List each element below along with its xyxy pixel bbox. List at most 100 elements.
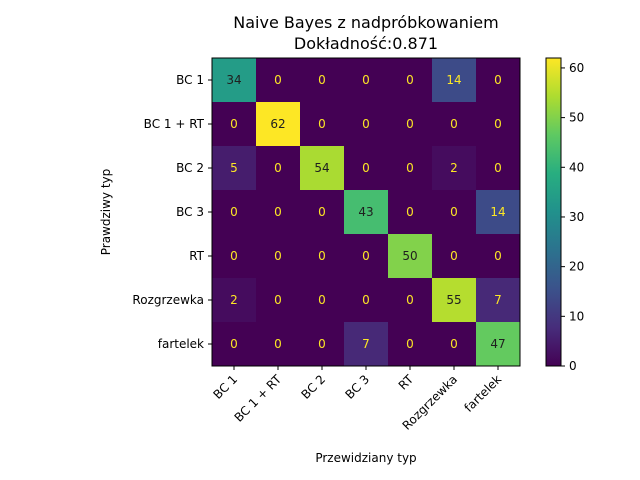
cell-value: 0 bbox=[406, 161, 414, 175]
cell-value: 0 bbox=[230, 249, 238, 263]
cell-value: 0 bbox=[406, 117, 414, 131]
heatmap-cell bbox=[388, 102, 433, 147]
heatmap-cell bbox=[476, 146, 521, 191]
cell-value: 54 bbox=[314, 161, 329, 175]
cell-value: 0 bbox=[318, 117, 326, 131]
cell-value: 14 bbox=[490, 205, 505, 219]
colorbar-tick-label: 10 bbox=[569, 309, 584, 323]
cell-value: 0 bbox=[230, 337, 238, 351]
colorbar-ticks: 0 10 20 30 40 50 60 bbox=[561, 61, 584, 373]
cell-value: 50 bbox=[402, 249, 417, 263]
cell-value: 0 bbox=[362, 293, 370, 307]
cell-value: 34 bbox=[226, 73, 241, 87]
heatmap-cell bbox=[432, 58, 477, 103]
cell-value: 0 bbox=[230, 117, 238, 131]
heatmap-cell bbox=[388, 322, 433, 367]
cell-value: 0 bbox=[274, 337, 282, 351]
cell-value: 0 bbox=[406, 205, 414, 219]
cell-value: 0 bbox=[362, 117, 370, 131]
x-tick-label: fartelek bbox=[462, 372, 505, 415]
cell-value: 0 bbox=[450, 337, 458, 351]
cell-value: 0 bbox=[318, 293, 326, 307]
x-tick-label: BC 2 bbox=[299, 372, 329, 402]
y-axis-ticks: BC 1 BC 1 + RT BC 2 BC 3 RT Rozgrzewka fartele… bbox=[132, 73, 212, 351]
cell-value: 0 bbox=[406, 73, 414, 87]
cell-value: 0 bbox=[494, 73, 502, 87]
heatmap-cell bbox=[344, 234, 389, 279]
x-tick-label: BC 1 bbox=[211, 372, 241, 402]
cell-value: 0 bbox=[450, 205, 458, 219]
heatmap-cell bbox=[344, 190, 389, 235]
heatmap-cell bbox=[344, 58, 389, 103]
heatmap-cells bbox=[212, 58, 521, 367]
heatmap-cell bbox=[432, 102, 477, 147]
colorbar bbox=[545, 57, 562, 367]
heatmap-cell bbox=[256, 58, 301, 103]
heatmap-cell bbox=[344, 146, 389, 191]
y-tick-label: Rozgrzewka bbox=[132, 293, 204, 307]
heatmap-cell bbox=[476, 190, 521, 235]
cell-value: 0 bbox=[494, 161, 502, 175]
heatmap-cell bbox=[476, 102, 521, 147]
y-tick-label: RT bbox=[189, 249, 204, 263]
heatmap-cell bbox=[388, 190, 433, 235]
heatmap-cell bbox=[256, 102, 301, 147]
cell-value: 0 bbox=[274, 249, 282, 263]
cell-value: 14 bbox=[446, 73, 461, 87]
colorbar-tick-label: 50 bbox=[569, 111, 584, 125]
heatmap-cell bbox=[344, 278, 389, 323]
y-tick-label: BC 2 bbox=[176, 161, 204, 175]
heatmap-cell bbox=[212, 102, 257, 147]
colorbar-tick-label: 20 bbox=[569, 260, 584, 274]
cell-value: 0 bbox=[494, 117, 502, 131]
x-tick-label: RT bbox=[396, 372, 417, 393]
y-tick-label: BC 3 bbox=[176, 205, 204, 219]
cell-value: 55 bbox=[446, 293, 461, 307]
cell-value-labels: 34 0 0 0 0 14 00 62 0 0 0 0 05 0 54 0 0 2 00 0 0 43 0 0 140 0 0 0 50… bbox=[226, 73, 505, 351]
colorbar-tick-label: 30 bbox=[569, 210, 584, 224]
cell-value: 7 bbox=[362, 337, 370, 351]
cell-value: 0 bbox=[274, 73, 282, 87]
cell-value: 0 bbox=[362, 249, 370, 263]
heatmap-cell bbox=[212, 278, 257, 323]
cell-value: 43 bbox=[358, 205, 373, 219]
heatmap-cell bbox=[388, 278, 433, 323]
heatmap-cell bbox=[256, 146, 301, 191]
heatmap-cell bbox=[212, 146, 257, 191]
heatmap-cell bbox=[432, 146, 477, 191]
cell-value: 5 bbox=[230, 161, 238, 175]
cell-value: 0 bbox=[406, 293, 414, 307]
cell-value: 2 bbox=[450, 161, 458, 175]
colorbar-tick-label: 60 bbox=[569, 61, 584, 75]
heatmap-cell bbox=[476, 322, 521, 367]
cell-value: 0 bbox=[450, 249, 458, 263]
heatmap-cell bbox=[476, 278, 521, 323]
chart-subtitle: Dokładność:0.871 bbox=[294, 34, 438, 53]
heatmap-cell bbox=[212, 322, 257, 367]
cell-value: 0 bbox=[230, 205, 238, 219]
heatmap-cell bbox=[256, 322, 301, 367]
cell-value: 0 bbox=[318, 73, 326, 87]
heatmap-cell bbox=[476, 58, 521, 103]
cell-value: 0 bbox=[494, 249, 502, 263]
cell-value: 0 bbox=[274, 293, 282, 307]
cell-value: 0 bbox=[318, 205, 326, 219]
cell-value: 0 bbox=[274, 161, 282, 175]
y-tick-label: BC 1 bbox=[176, 73, 204, 87]
cell-value: 0 bbox=[318, 249, 326, 263]
cell-value: 0 bbox=[274, 205, 282, 219]
heatmap-cell bbox=[300, 278, 345, 323]
cell-value: 47 bbox=[490, 337, 505, 351]
x-tick-label: BC 1 + RT bbox=[232, 372, 285, 425]
heatmap-cell bbox=[432, 190, 477, 235]
heatmap-cell bbox=[388, 234, 433, 279]
heatmap-cell bbox=[300, 190, 345, 235]
cell-value: 2 bbox=[230, 293, 238, 307]
cell-value: 62 bbox=[270, 117, 285, 131]
cell-value: 0 bbox=[450, 117, 458, 131]
colorbar-tick-label: 0 bbox=[569, 359, 577, 373]
heatmap-cell bbox=[256, 234, 301, 279]
heatmap-cell bbox=[300, 102, 345, 147]
